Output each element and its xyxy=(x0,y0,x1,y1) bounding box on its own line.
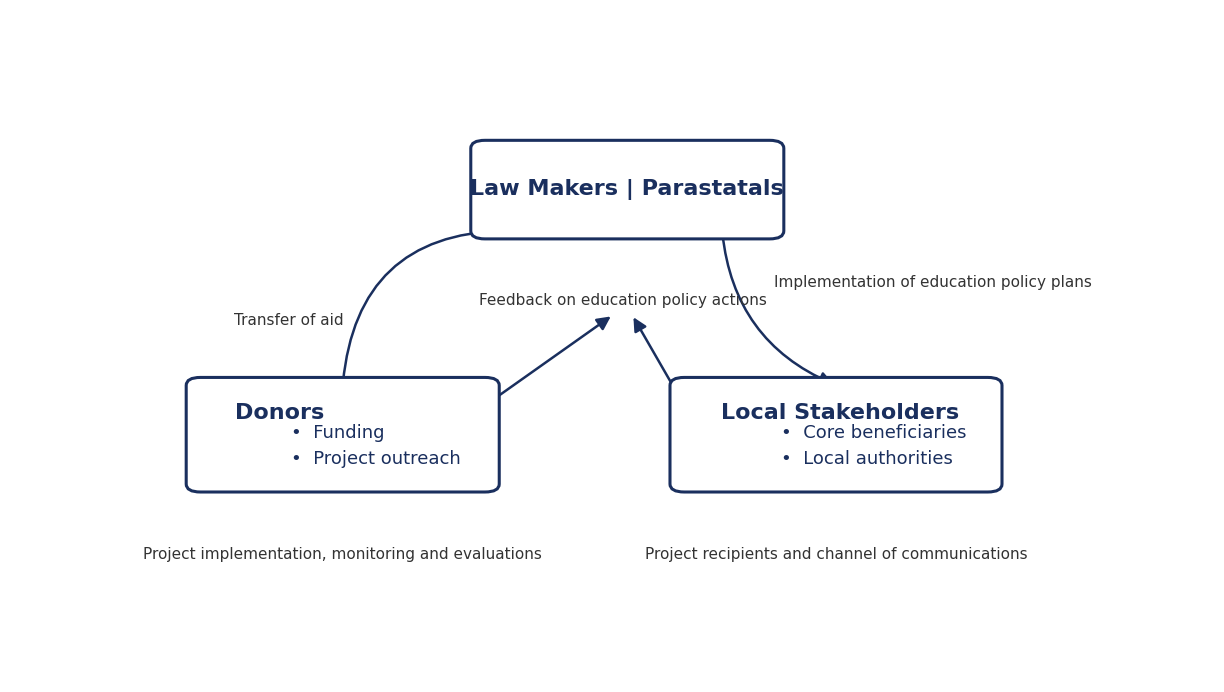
Text: •  Core beneficiaries: • Core beneficiaries xyxy=(781,424,967,441)
Text: •  Funding: • Funding xyxy=(291,424,386,441)
Text: •  Local authorities: • Local authorities xyxy=(781,450,953,468)
Text: Local Stakeholders: Local Stakeholders xyxy=(721,403,958,423)
FancyArrowPatch shape xyxy=(487,318,608,404)
Text: Law Makers | Parastatals: Law Makers | Parastatals xyxy=(470,179,785,200)
FancyArrowPatch shape xyxy=(722,233,831,383)
Text: Transfer of aid: Transfer of aid xyxy=(234,313,343,327)
FancyArrowPatch shape xyxy=(635,320,683,403)
Text: Project implementation, monitoring and evaluations: Project implementation, monitoring and e… xyxy=(143,547,542,562)
FancyBboxPatch shape xyxy=(670,377,1002,492)
FancyBboxPatch shape xyxy=(186,377,499,492)
FancyArrowPatch shape xyxy=(343,226,503,383)
Text: Project recipients and channel of communications: Project recipients and channel of commun… xyxy=(645,547,1027,562)
Text: Donors: Donors xyxy=(235,403,324,423)
Text: •  Project outreach: • Project outreach xyxy=(291,450,461,468)
Text: Implementation of education policy plans: Implementation of education policy plans xyxy=(775,275,1092,291)
FancyBboxPatch shape xyxy=(471,140,783,239)
Text: Feedback on education policy actions: Feedback on education policy actions xyxy=(479,293,766,308)
